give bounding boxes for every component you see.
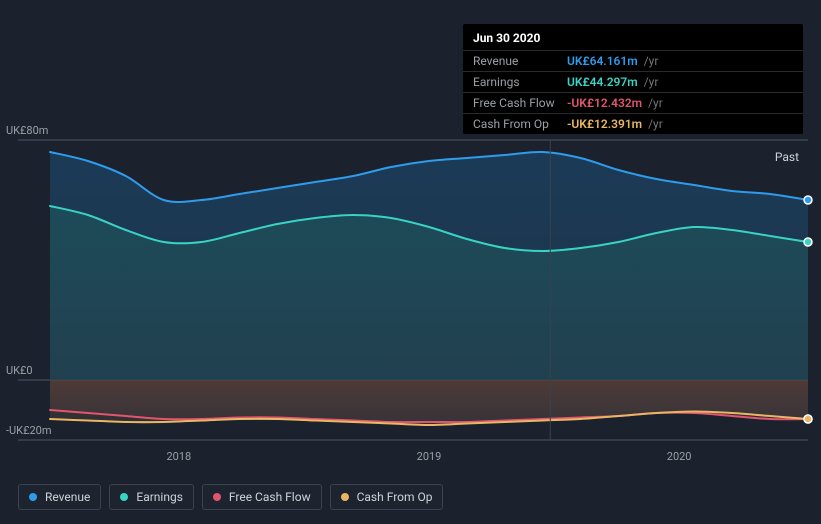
tooltip-row: Free Cash Flow-UK£12.432m/yr — [463, 92, 803, 113]
tooltip-label: Free Cash Flow — [473, 97, 567, 109]
legend-swatch — [29, 493, 37, 501]
area-chart — [18, 120, 821, 460]
legend-item-earnings[interactable]: Earnings — [109, 484, 194, 510]
series-end-marker — [804, 196, 812, 204]
series-end-marker — [804, 415, 812, 423]
tooltip-value: -UK£12.432m — [567, 97, 642, 109]
x-axis-label: 2018 — [166, 450, 191, 463]
chart-container — [18, 120, 808, 480]
legend-item-cash-from-op[interactable]: Cash From Op — [330, 484, 444, 510]
legend-swatch — [341, 493, 349, 501]
x-axis-label: 2019 — [417, 450, 442, 463]
tooltip-date: Jun 30 2020 — [463, 24, 803, 50]
legend-item-free-cash-flow[interactable]: Free Cash Flow — [202, 484, 322, 510]
tooltip-unit: /yr — [648, 97, 663, 109]
legend: Revenue Earnings Free Cash Flow Cash From O… — [18, 484, 443, 510]
chart-tooltip: Jun 30 2020 RevenueUK£64.161m/yrEarnings… — [463, 24, 803, 134]
legend-label: Free Cash Flow — [229, 490, 311, 504]
legend-swatch — [120, 493, 128, 501]
series-end-marker — [804, 238, 812, 246]
legend-label: Earnings — [136, 490, 183, 504]
legend-label: Cash From Op — [357, 490, 433, 504]
legend-swatch — [213, 493, 221, 501]
tooltip-row: EarningsUK£44.297m/yr — [463, 71, 803, 92]
tooltip-label: Earnings — [473, 76, 567, 88]
tooltip-value: UK£64.161m — [567, 55, 638, 67]
tooltip-value: UK£44.297m — [567, 76, 638, 88]
tooltip-unit: /yr — [644, 76, 659, 88]
x-axis-label: 2020 — [667, 450, 692, 463]
tooltip-row: RevenueUK£64.161m/yr — [463, 50, 803, 71]
tooltip-label: Revenue — [473, 55, 567, 67]
legend-item-revenue[interactable]: Revenue — [18, 484, 101, 510]
legend-label: Revenue — [45, 490, 90, 504]
tooltip-unit: /yr — [644, 55, 659, 67]
